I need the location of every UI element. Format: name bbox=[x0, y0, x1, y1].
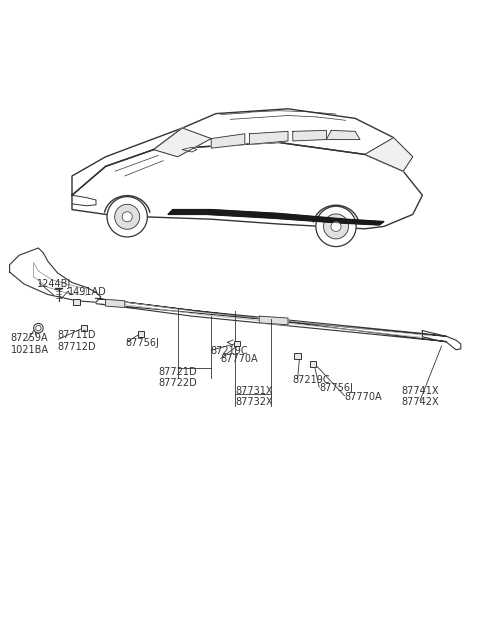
Circle shape bbox=[316, 206, 356, 246]
Text: 87721D
87722D: 87721D 87722D bbox=[158, 367, 197, 388]
Polygon shape bbox=[10, 248, 101, 302]
Polygon shape bbox=[211, 134, 245, 148]
Circle shape bbox=[324, 214, 348, 239]
Polygon shape bbox=[154, 128, 211, 157]
Polygon shape bbox=[72, 142, 422, 228]
Polygon shape bbox=[259, 316, 288, 325]
Text: 87731X
87732X: 87731X 87732X bbox=[236, 386, 273, 407]
Polygon shape bbox=[96, 298, 446, 342]
Polygon shape bbox=[293, 131, 326, 141]
Bar bbox=[234, 340, 240, 346]
Text: 87756J: 87756J bbox=[319, 383, 353, 393]
Text: 1244BJ: 1244BJ bbox=[37, 279, 72, 289]
Text: 87770A: 87770A bbox=[221, 355, 258, 364]
Circle shape bbox=[331, 221, 341, 232]
Text: 87756J: 87756J bbox=[126, 337, 160, 348]
Circle shape bbox=[122, 212, 132, 222]
Text: 1491AD: 1491AD bbox=[68, 287, 107, 297]
Polygon shape bbox=[422, 330, 461, 349]
Text: 87219C: 87219C bbox=[293, 374, 330, 385]
Text: 87219C: 87219C bbox=[210, 346, 248, 356]
Polygon shape bbox=[106, 300, 125, 307]
Polygon shape bbox=[365, 138, 413, 171]
Circle shape bbox=[115, 204, 140, 229]
Polygon shape bbox=[154, 109, 403, 171]
Circle shape bbox=[36, 326, 41, 331]
Text: 87711D
87712D: 87711D 87712D bbox=[58, 330, 96, 352]
Polygon shape bbox=[168, 210, 384, 225]
Polygon shape bbox=[326, 131, 360, 140]
Circle shape bbox=[34, 323, 43, 333]
Text: 87741X
87742X: 87741X 87742X bbox=[401, 386, 439, 407]
Polygon shape bbox=[250, 131, 288, 144]
Bar bbox=[81, 325, 87, 331]
Bar bbox=[310, 361, 316, 367]
Circle shape bbox=[107, 196, 147, 237]
Text: 87770A: 87770A bbox=[345, 392, 382, 402]
Text: 87259A
1021BA: 87259A 1021BA bbox=[11, 333, 48, 355]
Polygon shape bbox=[72, 128, 182, 195]
Bar bbox=[294, 353, 301, 359]
Bar bbox=[73, 299, 80, 305]
Polygon shape bbox=[182, 147, 197, 152]
Bar bbox=[138, 331, 144, 337]
